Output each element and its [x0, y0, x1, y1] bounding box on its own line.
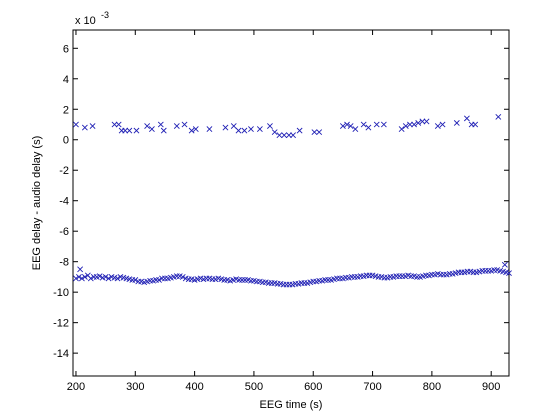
data-point-series-1: [286, 132, 292, 139]
data-point-series-1: [188, 127, 195, 134]
data-point-series-1: [453, 120, 460, 126]
data-point-series-2: [156, 277, 162, 283]
data-point-series-1: [316, 129, 323, 136]
data-point-series-1: [495, 113, 502, 120]
y-tick-label: -8: [59, 257, 69, 269]
y-tick-label: -6: [59, 226, 69, 238]
data-point-series-1: [133, 127, 140, 134]
y-tick-label: 4: [63, 74, 69, 86]
data-point-series-1: [398, 126, 405, 132]
data-point-series-1: [339, 123, 346, 129]
data-point-series-2: [78, 275, 85, 282]
y-axis-label: EEG delay - audio delay (s): [31, 136, 43, 271]
y-tick-label: -14: [53, 348, 69, 360]
data-point-series-1: [472, 121, 479, 128]
data-point-series-1: [311, 129, 318, 136]
data-point-series-1: [423, 118, 430, 125]
data-point-series-1: [192, 126, 199, 132]
x-tick-label: 500: [245, 381, 263, 393]
y-tick-label: -2: [59, 165, 69, 177]
data-point-series-2: [96, 273, 103, 280]
data-point-series-2: [87, 275, 94, 282]
data-point-series-2: [105, 275, 112, 282]
data-point-series-1: [402, 123, 409, 129]
y-tick-label: 0: [63, 135, 69, 147]
data-point-series-1: [411, 121, 418, 128]
data-point-series-1: [160, 127, 167, 134]
data-point-series-2: [77, 266, 84, 273]
data-point-series-1: [235, 127, 242, 134]
data-point-series-1: [122, 127, 129, 134]
data-point-series-1: [281, 132, 288, 139]
data-point-series-1: [81, 124, 88, 131]
x-tick-label: 600: [304, 381, 322, 393]
data-point-series-2: [102, 274, 109, 280]
data-point-series-1: [241, 127, 248, 134]
data-point-series-1: [296, 127, 303, 134]
data-point-series-2: [501, 261, 508, 268]
data-point-series-1: [365, 124, 372, 131]
x-tick-label: 700: [363, 381, 381, 393]
data-point-series-1: [415, 120, 422, 126]
x-tick-label: 900: [482, 381, 500, 393]
data-point-series-1: [434, 123, 441, 129]
y-tick-label: -12: [53, 318, 69, 330]
data-point-series-1: [271, 129, 278, 136]
data-point-series-1: [380, 121, 387, 128]
data-point-series-1: [73, 121, 79, 128]
data-point-series-1: [256, 126, 263, 132]
data-point-series-2: [132, 277, 139, 283]
y-tick-label: 6: [63, 43, 69, 55]
y-tick-label: 2: [63, 104, 69, 116]
data-point-series-1: [373, 121, 380, 128]
data-point-series-2: [179, 274, 186, 280]
data-point-series-1: [144, 123, 151, 129]
y-multiplier-exponent: -3: [101, 10, 109, 20]
data-point-series-1: [157, 121, 164, 128]
x-tick-label: 200: [67, 381, 85, 393]
data-point-series-1: [230, 123, 237, 129]
data-point-series-1: [148, 126, 155, 132]
data-point-series-1: [248, 126, 254, 132]
data-point-series-1: [276, 132, 283, 139]
plot-area: [72, 29, 510, 377]
data-point-series-1: [352, 126, 359, 132]
data-point-series-1: [344, 121, 350, 128]
y-tick-label: -10: [53, 287, 69, 299]
data-point-series-1: [463, 115, 470, 122]
x-tick-label: 300: [126, 381, 144, 393]
data-point-series-1: [222, 124, 229, 131]
x-axis-label: EEG time (s): [260, 399, 323, 411]
data-point-series-2: [506, 270, 512, 277]
data-point-series-2: [73, 275, 79, 282]
data-point-series-1: [181, 121, 188, 128]
data-point-series-1: [115, 121, 122, 128]
x-tick-label: 800: [423, 381, 441, 393]
data-point-series-1: [290, 132, 296, 139]
data-point-series-1: [173, 123, 180, 129]
data-point-series-1: [419, 118, 426, 125]
data-point-series-1: [267, 123, 273, 129]
y-multiplier-base: x 10: [75, 15, 96, 27]
data-point-series-2: [114, 275, 121, 282]
data-point-series-1: [206, 126, 213, 132]
data-point-series-1: [407, 121, 413, 128]
data-point-series-1: [89, 123, 96, 129]
data-point-series-1: [126, 127, 133, 134]
y-tick-label: -4: [59, 196, 69, 208]
data-point-series-1: [347, 123, 354, 129]
x-tick-label: 400: [185, 381, 203, 393]
data-point-series-2: [76, 274, 82, 280]
data-point-series-1: [439, 121, 446, 128]
data-point-series-1: [111, 121, 118, 128]
data-point-series-2: [81, 274, 88, 280]
data-point-series-1: [360, 121, 367, 128]
